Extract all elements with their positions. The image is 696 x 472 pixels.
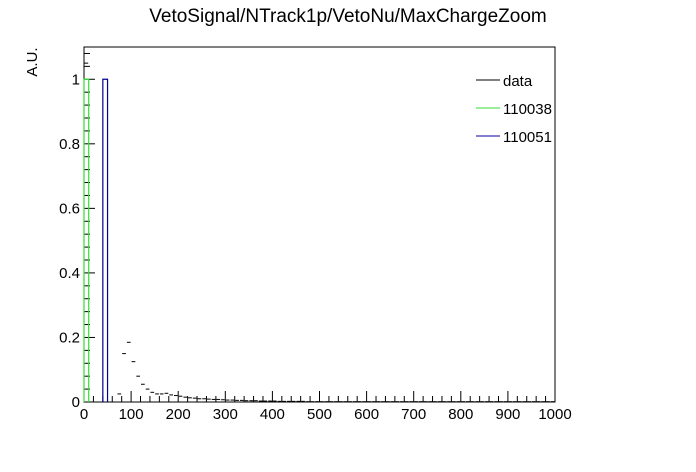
chart-title: VetoSignal/NTrack1p/VetoNu/MaxChargeZoom [149, 6, 546, 27]
x-tick-label: 700 [401, 406, 426, 423]
x-tick-label: 200 [166, 406, 191, 423]
y-tick-label: 0.4 [59, 265, 80, 282]
y-tick-label: 0.2 [59, 329, 80, 346]
histogram-bar-110051 [102, 78, 109, 402]
legend-label-data: data [503, 73, 533, 90]
y-tick-label: 1 [72, 71, 80, 88]
x-tick-label: 900 [495, 406, 520, 423]
plot-area: 0 100 200 300 400 500 600 700 800 900 1000 0 0.2 0.4 0… [59, 46, 572, 423]
x-tick-label: 400 [260, 406, 285, 423]
histogram-bar-110038 [83, 78, 90, 402]
y-tick-label: 0 [72, 394, 80, 411]
x-tick-label: 1000 [538, 406, 571, 423]
y-tick-label: 0.6 [59, 200, 80, 217]
x-tick-label: 0 [80, 406, 88, 423]
legend-label-110051: 110051 [503, 129, 552, 146]
y-axis-label: A.U. [24, 47, 41, 76]
x-tick-label: 800 [448, 406, 473, 423]
y-tick-label: 0.8 [59, 136, 80, 153]
legend: data 110038 110051 [476, 73, 552, 146]
x-tick-label: 100 [119, 406, 144, 423]
x-tick-label: 500 [307, 406, 332, 423]
legend-label-110038: 110038 [503, 101, 552, 118]
x-tick-label: 600 [354, 406, 379, 423]
x-tick-label: 300 [213, 406, 238, 423]
plot-frame [83, 46, 556, 403]
